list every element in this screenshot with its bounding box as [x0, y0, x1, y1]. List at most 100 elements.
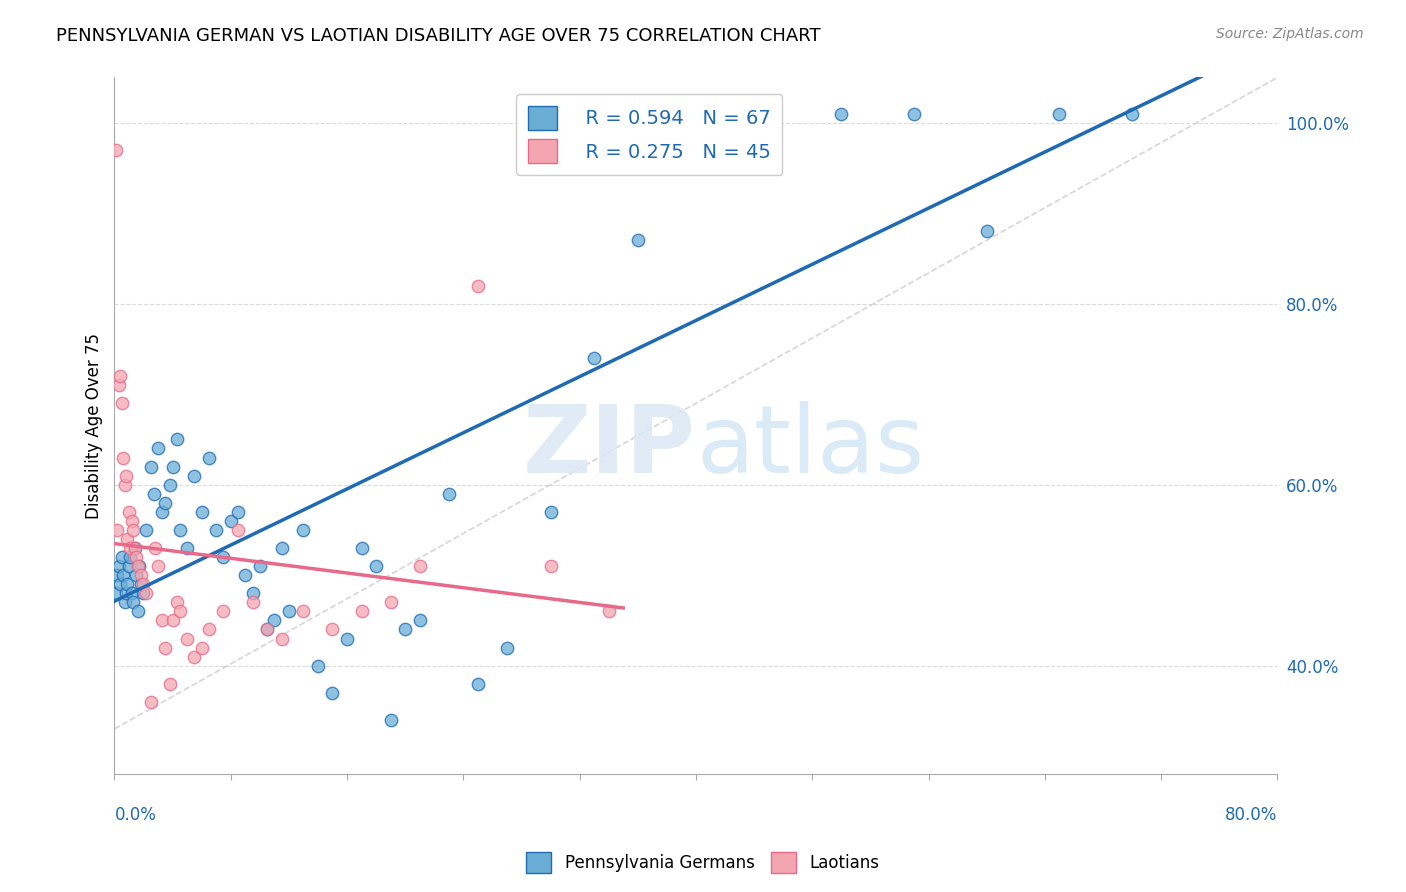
Text: 0.0%: 0.0%	[114, 806, 156, 824]
Point	[146, 559, 169, 574]
Point	[125, 568, 148, 582]
Point	[105, 523, 128, 537]
Point	[124, 541, 146, 555]
Point	[115, 468, 138, 483]
Point	[364, 559, 387, 574]
Point	[166, 595, 188, 609]
Point	[112, 450, 135, 465]
Point	[176, 541, 198, 555]
Point	[205, 523, 228, 537]
Point	[212, 550, 235, 565]
Point	[143, 541, 166, 555]
Point	[118, 559, 141, 574]
Point	[242, 595, 264, 609]
Point	[256, 623, 278, 637]
Point	[350, 541, 373, 555]
Text: Source: ZipAtlas.com: Source: ZipAtlas.com	[1216, 27, 1364, 41]
Point	[467, 677, 489, 691]
Point	[394, 623, 416, 637]
Point	[107, 559, 129, 574]
Point	[129, 577, 152, 591]
Point	[198, 450, 221, 465]
Point	[111, 396, 134, 410]
Point	[155, 496, 177, 510]
Point	[124, 541, 146, 555]
Point	[292, 604, 315, 618]
Point	[159, 677, 181, 691]
Point	[321, 623, 343, 637]
Text: PENNSYLVANIA GERMAN VS LAOTIAN DISABILITY AGE OVER 75 CORRELATION CHART: PENNSYLVANIA GERMAN VS LAOTIAN DISABILIT…	[56, 27, 821, 45]
Point	[183, 649, 205, 664]
Point	[242, 586, 264, 600]
Point	[114, 595, 136, 609]
Text: 80.0%: 80.0%	[1225, 806, 1278, 824]
Point	[233, 568, 256, 582]
Text: ZIP: ZIP	[523, 401, 696, 492]
Point	[122, 523, 145, 537]
Point	[110, 577, 132, 591]
Point	[409, 559, 432, 574]
Point	[830, 106, 852, 120]
Point	[212, 604, 235, 618]
Point	[583, 351, 606, 365]
Point	[114, 477, 136, 491]
Point	[129, 568, 152, 582]
Point	[190, 505, 212, 519]
Point	[540, 505, 562, 519]
Point	[270, 541, 292, 555]
Point	[176, 632, 198, 646]
Point	[758, 106, 780, 120]
Legend: Pennsylvania Germans, Laotians: Pennsylvania Germans, Laotians	[520, 846, 886, 880]
Point	[125, 550, 148, 565]
Point	[226, 505, 249, 519]
Point	[132, 586, 155, 600]
Point	[598, 604, 620, 618]
Point	[380, 713, 402, 727]
Point	[118, 505, 141, 519]
Point	[467, 278, 489, 293]
Point	[135, 586, 157, 600]
Y-axis label: Disability Age Over 75: Disability Age Over 75	[86, 333, 103, 519]
Point	[127, 559, 149, 574]
Point	[117, 577, 139, 591]
Point	[409, 614, 432, 628]
Point	[671, 106, 693, 120]
Point	[190, 640, 212, 655]
Point	[107, 378, 129, 392]
Point	[150, 614, 173, 628]
Point	[307, 658, 329, 673]
Point	[146, 442, 169, 456]
Point	[321, 686, 343, 700]
Point	[139, 695, 162, 709]
Point	[183, 468, 205, 483]
Point	[159, 477, 181, 491]
Text: atlas: atlas	[696, 401, 924, 492]
Legend:   R = 0.594   N = 67,   R = 0.275   N = 45: R = 0.594 N = 67, R = 0.275 N = 45	[516, 95, 782, 175]
Point	[627, 233, 650, 247]
Point	[120, 541, 142, 555]
Point	[714, 106, 737, 120]
Point	[122, 595, 145, 609]
Point	[169, 523, 191, 537]
Point	[169, 604, 191, 618]
Point	[127, 604, 149, 618]
Point	[540, 559, 562, 574]
Point	[336, 632, 359, 646]
Point	[110, 369, 132, 384]
Point	[132, 577, 155, 591]
Point	[903, 106, 925, 120]
Point	[1121, 106, 1143, 120]
Point	[117, 532, 139, 546]
Point	[166, 433, 188, 447]
Point	[115, 586, 138, 600]
Point	[496, 640, 519, 655]
Point	[256, 623, 278, 637]
Point	[437, 487, 460, 501]
Point	[135, 523, 157, 537]
Point	[270, 632, 292, 646]
Point	[263, 614, 285, 628]
Point	[226, 523, 249, 537]
Point	[976, 224, 998, 238]
Point	[198, 623, 221, 637]
Point	[105, 568, 128, 582]
